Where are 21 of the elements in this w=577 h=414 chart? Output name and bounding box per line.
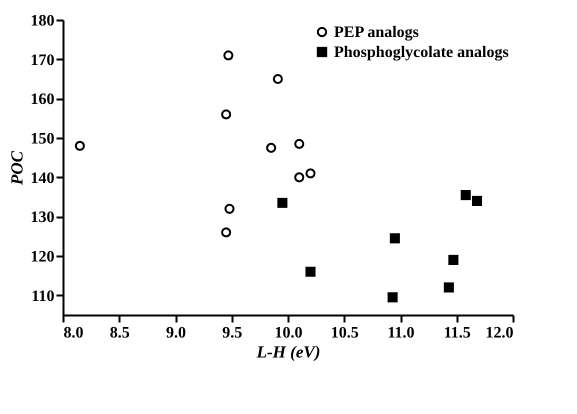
x-tick-label: 8.0 — [64, 324, 84, 342]
legend-label: PEP analogs — [334, 24, 419, 41]
x-axis-title: L-H (eV) — [256, 342, 320, 362]
legend-label: Phosphoglycolate analogs — [334, 44, 509, 61]
y-tick-label: 110 — [31, 288, 54, 305]
y-axis-title: POC — [8, 150, 26, 186]
x-tick-label: 8.5 — [110, 324, 130, 342]
x-tick-label: 12.0 — [486, 324, 514, 342]
y-tick-label: 170 — [30, 52, 54, 69]
x-tick-label: 10.5 — [330, 324, 359, 342]
y-tick-label: 150 — [30, 130, 54, 148]
x-tick-label: 10.0 — [274, 324, 302, 342]
y-tick-label: 130 — [30, 209, 54, 226]
x-tick-label: 9.5 — [222, 324, 242, 342]
y-tick-label: 180 — [30, 12, 54, 30]
y-tick-label: 140 — [30, 170, 54, 187]
y-tick-label: 120 — [30, 248, 54, 266]
x-tick-label: 11.0 — [387, 324, 415, 342]
x-tick-label: 9.0 — [166, 324, 186, 342]
x-tick-label: 11.5 — [444, 324, 471, 342]
y-tick-label: 160 — [30, 91, 54, 108]
